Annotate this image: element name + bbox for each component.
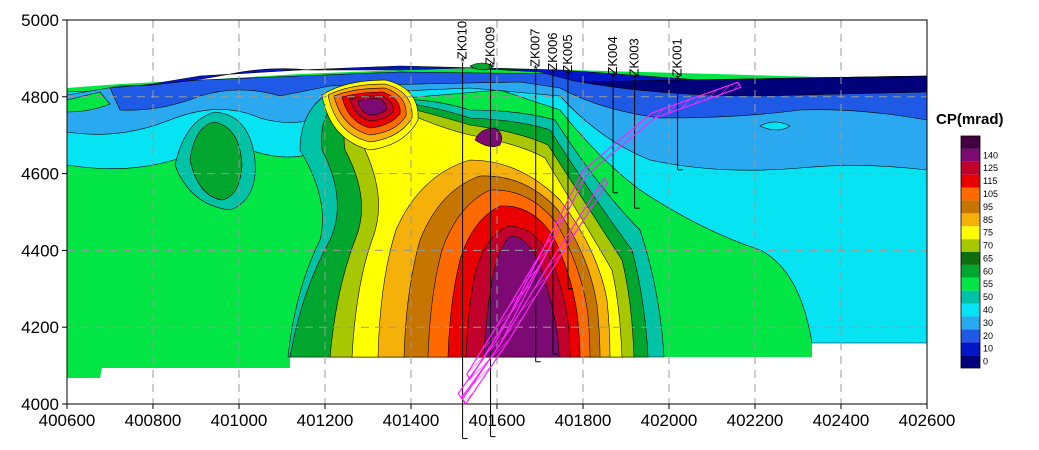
colorbar-swatch [961,239,980,252]
x-tick-label: 401000 [211,411,268,430]
colorbar-swatch [961,213,980,227]
colorbar-swatch [961,355,980,368]
drillhole-zk009: *ZK009 [483,27,498,438]
colorbar-swatch [961,161,980,175]
colorbar-swatch [961,200,980,214]
drillhole-label: ZK001 [670,38,685,76]
drillhole-zk001: *ZK001 [670,38,685,171]
drillhole-label: ZK005 [560,34,575,72]
colorbar-tick-label: 140 [983,150,998,160]
x-tick-label: 402000 [641,411,698,430]
colorbar-swatch [961,342,980,356]
axes: 400600 400800 401000 401200 401400 401600 4018… [21,11,955,430]
colorbar-swatch [961,136,980,149]
colorbar: CP(mrad) 0 10 20 30 40 50 55 60 65 70 75 85 95 105 115… [936,111,1004,369]
drillhole-zk004: *ZK004 [605,36,620,194]
colorbar-swatch [961,148,980,162]
drillhole-zk005: *ZK005 [560,34,575,290]
colorbar-tick-label: 0 [983,357,988,367]
colorbar-swatch [961,264,980,278]
y-tick-label: 4200 [21,318,59,337]
drillhole-collar: * [488,60,493,75]
y-tick-label: 5000 [21,11,59,30]
colorbar-tick-label: 95 [983,202,993,212]
drillhole-collar: * [533,62,538,77]
colorbar-swatches [960,135,981,369]
colorbar-tick-label: 85 [983,215,993,225]
x-tick-label: 402600 [899,411,956,430]
cp-contour-field [67,62,927,378]
drillhole-label: ZK006 [545,32,560,70]
drillhole-label: ZK009 [483,27,498,65]
x-tick-label: 401600 [469,411,526,430]
colorbar-tick-label: 30 [983,318,993,328]
colorbar-frame [960,135,981,369]
colorbar-tick-label: 50 [983,292,993,302]
x-tick-label: 401400 [383,411,440,430]
drillhole-zk010: *ZK010 [455,21,470,440]
y-tick-label: 4600 [21,165,59,184]
x-tick-label: 401800 [555,411,612,430]
colorbar-tick-label: 55 [983,279,993,289]
colorbar-tick-label: 75 [983,228,993,238]
colorbar-swatch [961,303,980,317]
colorbar-swatch [961,187,980,201]
drillhole-collar: * [611,70,616,85]
colorbar-swatch [961,316,980,330]
x-tick-label: 402400 [813,411,870,430]
drillhole-collar: * [675,72,680,87]
y-tick-label: 4400 [21,241,59,260]
colorbar-tick-label: 125 [983,163,998,173]
drillhole-label: ZK003 [627,38,642,76]
orebody [461,177,609,406]
colorbar-swatch [961,277,980,291]
drillhole-label: ZK010 [455,21,470,59]
colorbar-swatch [961,329,980,343]
colorbar-tick-label: 60 [983,266,993,276]
orebodies [457,81,742,406]
colorbar-swatch [961,174,980,188]
colorbar-swatch [961,290,980,304]
grid-lines [67,20,927,404]
y-tick-label: 4800 [21,88,59,107]
colorbar-tick-label: 70 [983,241,993,251]
colorbar-swatch [961,252,980,265]
colorbar-tick-label: 65 [983,253,993,263]
drillhole-zk007: *ZK007 [528,29,543,363]
drillhole-zk003: *ZK003 [627,38,642,209]
colorbar-swatch [961,226,980,240]
x-tick-label: 400600 [39,411,96,430]
colorbar-tick-label: 115 [983,176,997,186]
x-tick-label: 400800 [125,411,182,430]
drillholes: *ZK010*ZK009*ZK007*ZK006*ZK005*ZK004*ZK0… [455,21,685,440]
x-tick-label: 401200 [297,411,354,430]
drillhole-collar: * [460,54,465,69]
colorbar-tick-label: 105 [983,189,998,199]
colorbar-tick-label: 10 [983,344,993,354]
colorbar-ticks: 0 10 20 30 40 50 55 60 65 70 75 85 95 105 115 125 140 [983,150,998,366]
colorbar-tick-label: 40 [983,305,993,315]
x-tick-label: 402200 [727,411,784,430]
drillhole-label: ZK004 [605,36,620,74]
colorbar-tick-label: 20 [983,331,993,341]
drillhole-zk006: *ZK006 [545,32,560,355]
drillhole-collar: * [632,72,637,87]
drillhole-label: ZK007 [528,29,543,67]
drillhole-collar: * [565,68,570,83]
drillhole-collar: * [550,66,555,81]
y-tick-label: 4000 [21,395,59,414]
orebody [466,238,553,381]
colorbar-title: CP(mrad) [936,111,1004,128]
